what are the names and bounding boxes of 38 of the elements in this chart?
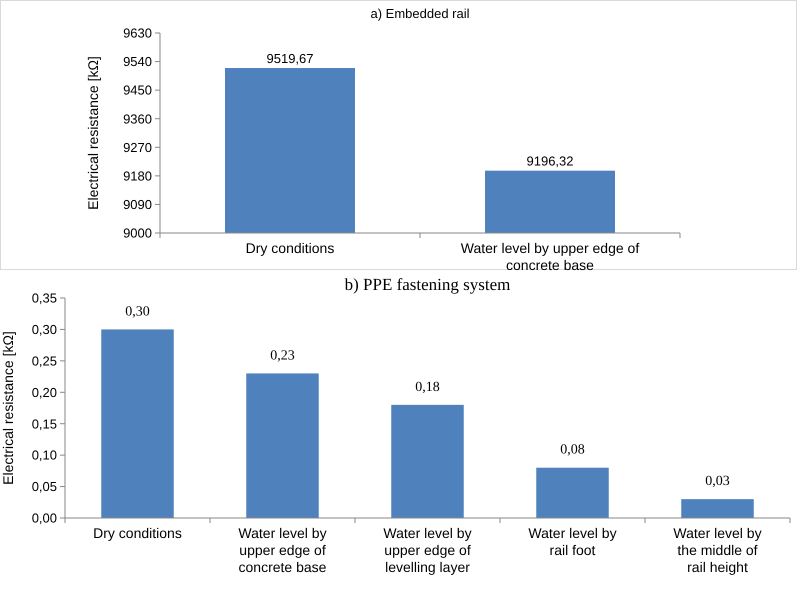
data-label: 0,08 — [560, 442, 585, 458]
y-tick-label: 9540 — [123, 54, 152, 70]
chart-title: b) PPE fastening system — [344, 275, 510, 294]
y-tick-label: 0,05 — [32, 479, 57, 494]
y-axis-title: Electrical resistance [kΩ] — [85, 56, 101, 210]
x-tick-label: Dry conditions — [246, 240, 334, 256]
data-label: 0,18 — [415, 380, 440, 395]
y-tick-label: 0,10 — [32, 448, 57, 463]
bar — [391, 404, 464, 518]
y-tick-label: 0,35 — [32, 290, 57, 306]
bar — [536, 468, 609, 518]
data-label: 9519,67 — [266, 51, 314, 66]
y-tick-label: 0,20 — [32, 384, 57, 400]
y-tick-label: 0,25 — [32, 353, 57, 368]
x-tick-label: Water level by upper edge of levelling layer — [383, 525, 472, 575]
y-tick-label: 9000 — [123, 226, 152, 241]
x-tick-label: Water level by the middle of rail height — [673, 525, 762, 575]
y-tick-label: 9090 — [123, 196, 152, 212]
data-label: 9196,32 — [526, 154, 574, 169]
x-tick-label: Water level by rail foot — [528, 525, 617, 558]
x-tick-label: Dry conditions — [93, 525, 182, 541]
bar — [246, 373, 319, 518]
y-tick-label: 9270 — [123, 140, 152, 155]
chart-title: a) Embedded rail — [370, 6, 470, 21]
data-label: 0,03 — [705, 474, 730, 490]
bar — [681, 499, 754, 518]
y-tick-label: 9450 — [123, 82, 152, 98]
y-tick-label: 0,15 — [32, 416, 57, 432]
x-tick-label: Water level by upper edge of concrete base — [238, 525, 327, 575]
y-tick-label: 9630 — [123, 26, 152, 41]
y-tick-label: 9360 — [123, 111, 152, 126]
y-tick-label: 0,00 — [32, 510, 57, 526]
bar — [101, 329, 174, 518]
y-axis-title: Electrical resistance [kΩ] — [0, 331, 16, 485]
data-label: 0,23 — [270, 348, 295, 364]
y-tick-label: 0,30 — [32, 322, 57, 337]
y-tick-label: 9180 — [123, 168, 152, 184]
x-tick-label: Water level by upper edge of concrete base — [460, 240, 640, 273]
